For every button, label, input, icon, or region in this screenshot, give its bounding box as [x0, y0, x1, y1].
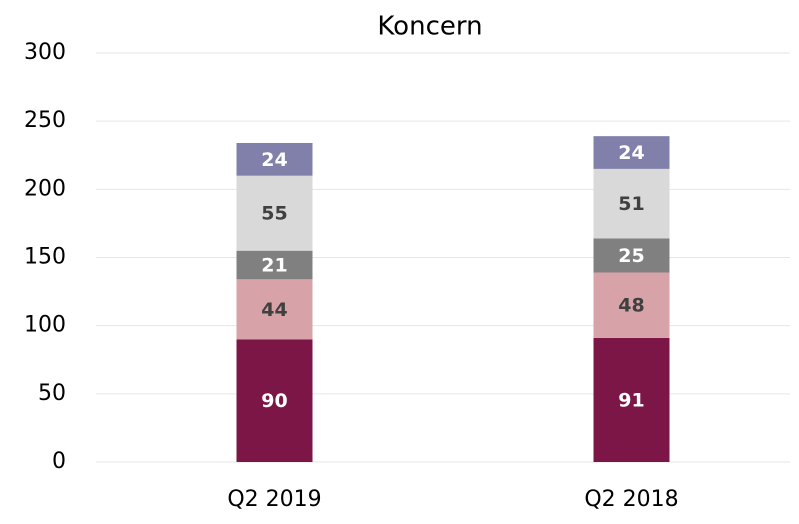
data-label: 21 [261, 254, 287, 276]
data-label: 24 [261, 149, 287, 171]
data-label: 55 [261, 203, 287, 225]
x-tick-label: Q2 2019 [227, 487, 321, 512]
y-tick-label: 200 [24, 176, 66, 201]
bar-segment [236, 142, 313, 176]
bar-segment [236, 250, 313, 280]
bar-segment [593, 272, 670, 338]
y-tick-label: 150 [24, 245, 66, 270]
chart-title: Koncern [377, 12, 482, 42]
data-label: 48 [618, 295, 644, 317]
bar-segment [593, 238, 670, 273]
data-label: 91 [618, 389, 644, 411]
bar-segment [236, 279, 313, 340]
y-tick-label: 0 [52, 449, 66, 474]
y-tick-label: 100 [24, 313, 66, 338]
bar-segment [593, 337, 670, 462]
bar-segment [593, 136, 670, 169]
bar-segment [236, 175, 313, 251]
data-label: 25 [618, 245, 644, 267]
bar-segment [236, 339, 313, 462]
data-label: 44 [261, 299, 287, 321]
bar-segment [593, 168, 670, 239]
data-label: 51 [618, 193, 644, 215]
x-tick-label: Q2 2018 [584, 487, 678, 512]
data-label: 24 [618, 142, 644, 164]
y-tick-label: 50 [38, 381, 66, 406]
y-tick-label: 300 [24, 40, 66, 65]
y-tick-label: 250 [24, 108, 66, 133]
data-label: 90 [261, 390, 287, 412]
